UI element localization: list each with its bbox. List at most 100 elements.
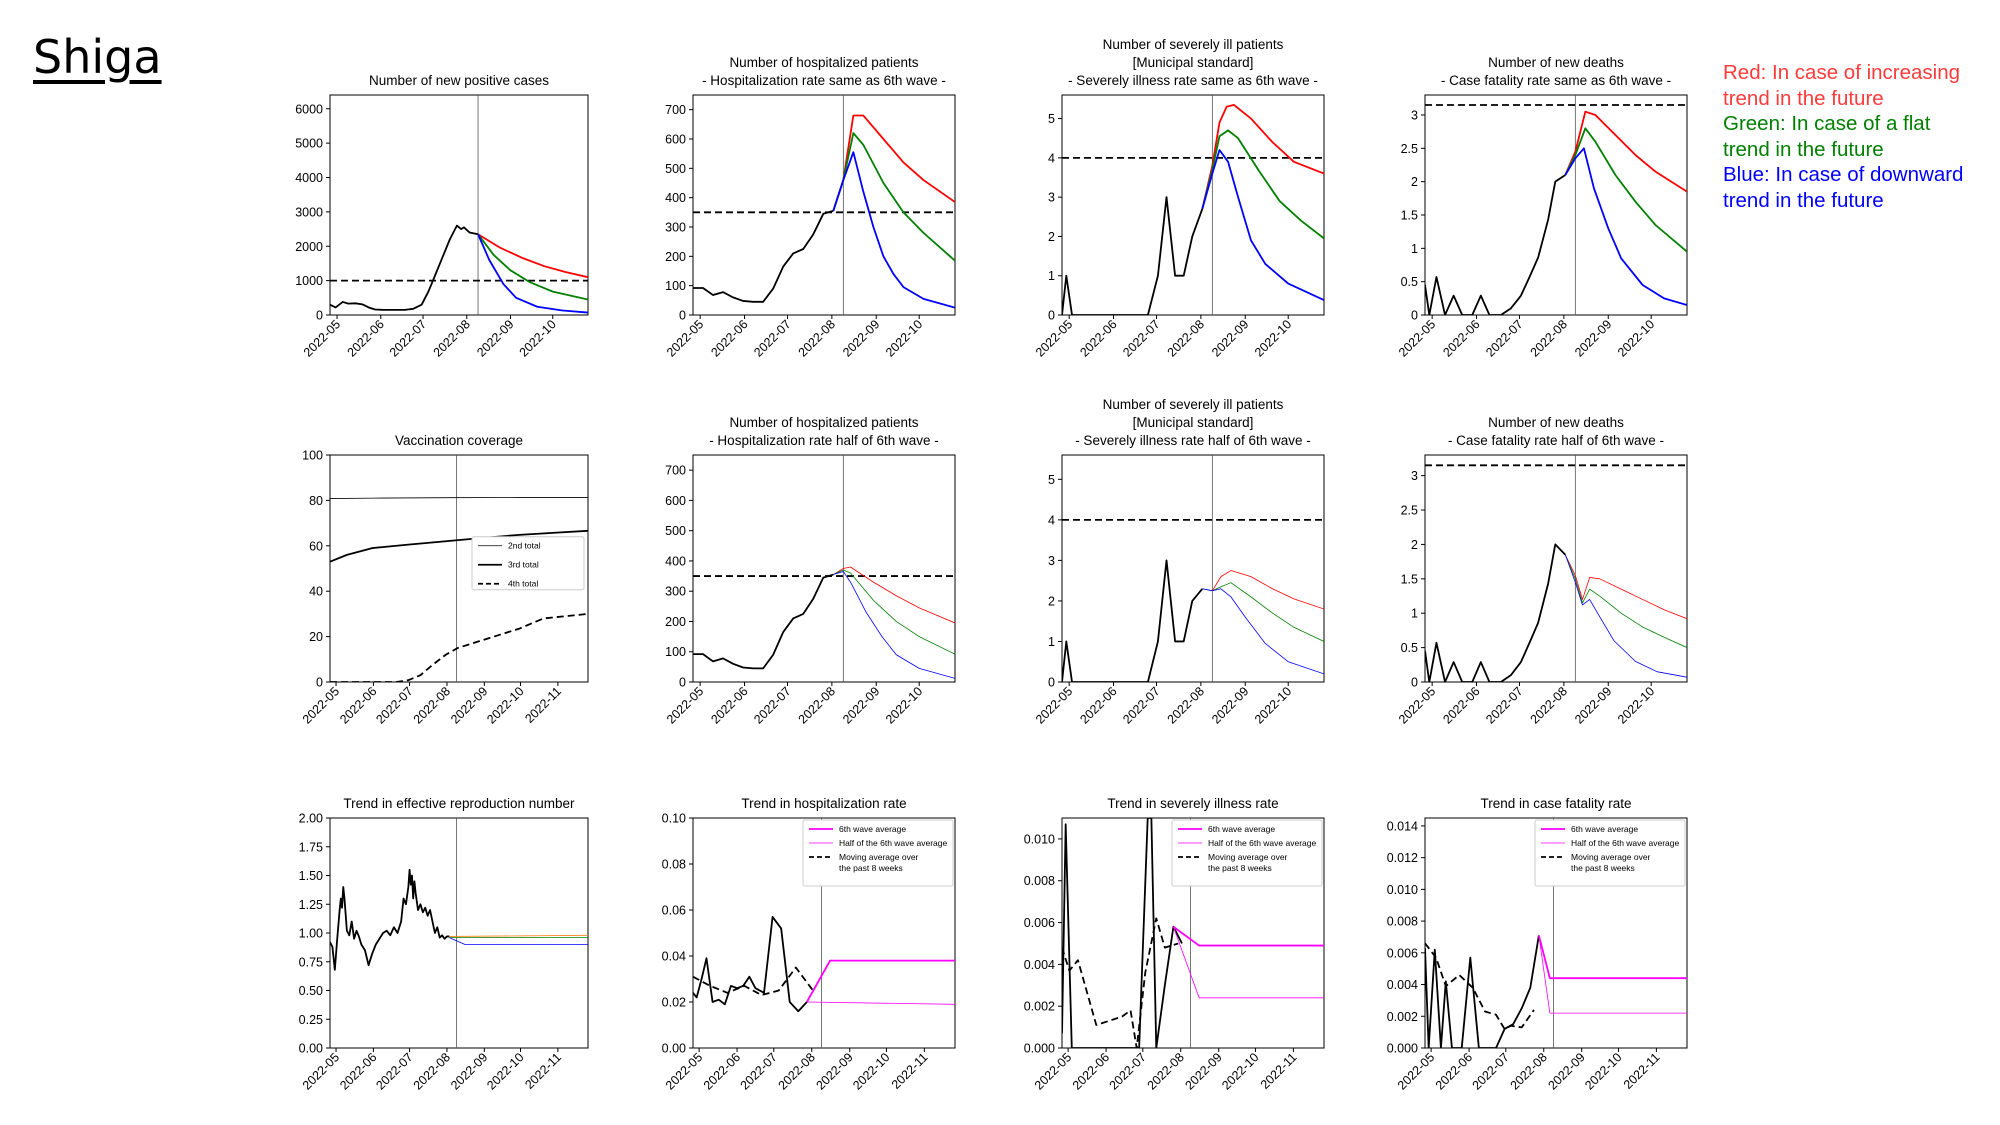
chart-title: Number of new positive cases (369, 73, 549, 88)
x-tick-label: 2022-07 (1120, 317, 1162, 359)
series-line-4th-total (330, 613, 588, 682)
series-line-increase (1564, 554, 1687, 620)
x-tick-label: 2022-10 (484, 684, 526, 726)
plot-frame (329, 817, 589, 1049)
legend-label: Half of the 6th wave average (1571, 838, 1679, 848)
y-tick-label: 700 (665, 103, 686, 117)
y-tick-label: 0.008 (1024, 874, 1055, 888)
y-tick-label: 0.25 (299, 1013, 323, 1027)
legend-label: 2nd total (508, 541, 541, 551)
x-tick-label: 2022-06 (1433, 1050, 1475, 1092)
x-tick-label: 2022-07 (1120, 684, 1162, 726)
chart-vaccination: Vaccination coverage0204060801002022-052… (300, 433, 589, 727)
x-tick-label: 2022-07 (1483, 317, 1525, 359)
y-tick-label: 2 (1048, 230, 1055, 244)
series-line-2nd-total (330, 497, 588, 499)
y-tick-label: 0.5 (1401, 275, 1418, 289)
series-line-black (330, 868, 450, 971)
y-tick-label: 4 (1048, 151, 1055, 165)
x-tick-label: 2022-07 (387, 317, 429, 359)
chart-title: Trend in severely illness rate (1107, 796, 1278, 811)
series-line-black (693, 573, 834, 670)
x-tick-label: 2022-08 (411, 684, 453, 726)
plot-frame (329, 454, 589, 683)
x-tick-label: 2022-06 (345, 317, 387, 359)
y-tick-label: 0.004 (1024, 958, 1055, 972)
legend-box (802, 819, 954, 887)
x-tick-label: 2022-09 (813, 1050, 855, 1092)
chart-title: Trend in effective reproduction number (343, 796, 575, 811)
chart-new-positive-cases: Number of new positive cases 0 1000 2000 300… (295, 73, 589, 360)
plot-frame (1061, 454, 1325, 683)
plot-frame (1424, 817, 1688, 1049)
x-tick-label: 2022-07 (738, 1050, 780, 1092)
series-line-flat (833, 569, 955, 655)
series-line-black (330, 224, 479, 311)
y-tick-label: 2.00 (299, 812, 323, 826)
y-tick-label: 0 (1411, 309, 1418, 323)
y-tick-label: 3000 (295, 205, 323, 219)
series-line-increase (832, 114, 955, 212)
x-tick-label: 2022-11 (522, 684, 564, 726)
y-tick-label: 0.04 (662, 950, 686, 964)
y-tick-label: 0.004 (1387, 978, 1418, 992)
chart-fatality-rate: Trend in case fatality rate 0.000 0.002 0.0… (1387, 796, 1688, 1093)
legend-box (471, 536, 585, 591)
x-tick-label: 2022-09 (1209, 317, 1251, 359)
y-tick-label: 200 (665, 250, 686, 264)
y-tick-label: 600 (665, 494, 686, 508)
series-line-3rd-total (330, 529, 588, 563)
series-line-flat (832, 132, 955, 262)
y-tick-label: 0 (679, 676, 686, 690)
series-line-decrease (832, 151, 955, 309)
y-tick-label: 0 (1048, 309, 1055, 323)
y-tick-label: 3 (1411, 109, 1418, 123)
x-tick-label: 2022-08 (1508, 1050, 1550, 1092)
x-tick-label: 2022-06 (1070, 1050, 1112, 1092)
y-tick-label: 0 (1411, 676, 1418, 690)
plot-frame (1061, 817, 1325, 1049)
legend-label: the past 8 weeks (1208, 863, 1272, 873)
y-tick-label: 0 (1048, 676, 1055, 690)
x-tick-label: 2022-06 (708, 317, 750, 359)
legend-label: Half of the 6th wave average (1208, 838, 1316, 848)
y-tick-label: 0.00 (299, 1042, 323, 1056)
chart-hospitalized-half: Number of hospitalized patients - Hospita… (664, 415, 956, 727)
legend-label: 4th total (508, 579, 538, 589)
x-tick-label: 2022-07 (1470, 1050, 1512, 1092)
series-line-magenta (1538, 935, 1687, 1014)
y-tick-label: 0 (316, 676, 323, 690)
x-tick-label: 2022-10 (883, 317, 925, 359)
legend-label: 6th wave average (839, 824, 906, 834)
chart-title: Number of severely ill patients (1103, 37, 1284, 52)
y-tick-label: 0.000 (1387, 1042, 1418, 1056)
x-tick-label: 2022-11 (889, 1050, 931, 1092)
legend-label: Moving average over (1208, 852, 1288, 862)
series-line-black (693, 210, 834, 303)
y-tick-label: 0.10 (662, 812, 686, 826)
x-tick-label: 2022-05 (300, 1050, 342, 1092)
plot-frame (329, 94, 589, 316)
y-tick-label: 3 (1048, 191, 1055, 205)
y-tick-label: 2.5 (1401, 504, 1418, 518)
y-tick-label: 2 (1411, 175, 1418, 189)
y-tick-label: 0.5 (1401, 641, 1418, 655)
x-tick-label: 2022-08 (1528, 317, 1570, 359)
legend-label: 3rd total (508, 560, 539, 570)
chart-legend: 6th wave average Half of the 6th wave ave… (802, 819, 954, 887)
x-tick-label: 2022-09 (448, 684, 490, 726)
legend-label: Moving average over (839, 852, 919, 862)
x-tick-label: 2022-09 (448, 1050, 490, 1092)
x-tick-label: 2022-09 (1182, 1050, 1224, 1092)
chart-reproduction-number: Trend in effective reproduction number 0.… (299, 796, 589, 1093)
x-tick-label: 2022-05 (300, 684, 342, 726)
x-tick-label: 2022-05 (1396, 684, 1438, 726)
x-tick-label: 2022-07 (373, 684, 415, 726)
y-tick-label: 300 (665, 585, 686, 599)
legend-box (1534, 819, 1686, 887)
chart-legend: 2nd total 3rd total 4th total (471, 536, 585, 591)
y-tick-label: 20 (309, 630, 323, 644)
chart-hospitalized-6th: Number of hospitalized patients - Hospita… (664, 55, 956, 360)
series-line-decrease (1202, 588, 1324, 675)
x-tick-label: 2022-10 (1252, 317, 1294, 359)
